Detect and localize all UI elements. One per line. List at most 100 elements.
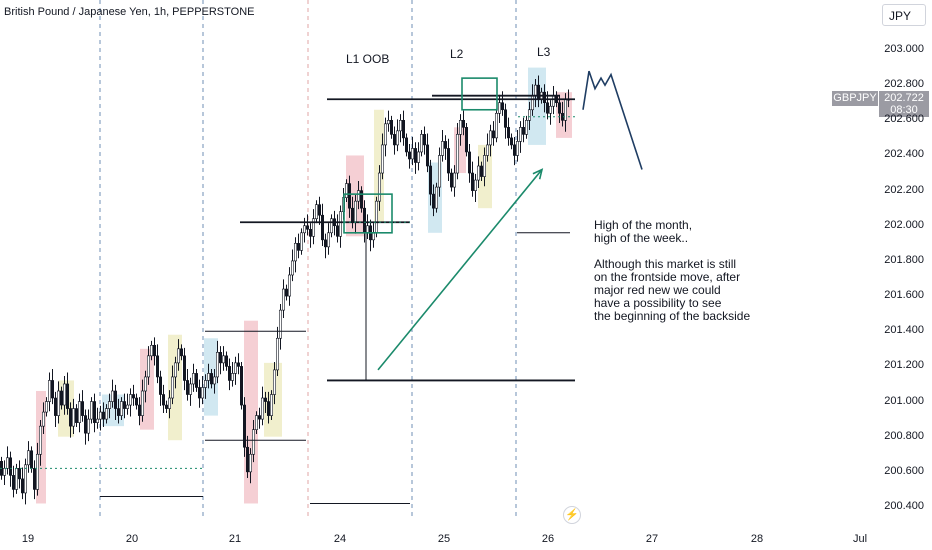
candle-up: [455, 134, 459, 174]
date-tick-label: 24: [333, 533, 347, 545]
candle-down: [413, 148, 417, 163]
candle-up: [278, 309, 282, 339]
last-price: 202.722: [884, 92, 924, 104]
candle-down: [461, 120, 465, 128]
candle-down: [180, 348, 184, 357]
candle-up: [386, 120, 390, 125]
candle-up: [281, 288, 285, 311]
candle-up: [395, 130, 399, 146]
candle-up: [111, 390, 115, 402]
price-tick-label: 202.000: [884, 218, 924, 231]
candle-up: [338, 211, 342, 237]
candle-up: [47, 380, 51, 402]
candle-up: [201, 387, 205, 399]
flash-icon[interactable]: ⚡: [563, 506, 581, 524]
price-tick-label: 200.400: [884, 500, 924, 512]
candle-up: [213, 376, 217, 385]
candle-down: [53, 397, 57, 416]
currency-button[interactable]: JPY: [882, 4, 926, 26]
candle-down: [503, 109, 507, 128]
candle-up: [171, 376, 175, 399]
candle-up: [231, 373, 235, 381]
candle-down: [117, 408, 121, 416]
candle-down: [75, 408, 79, 423]
candle-down: [308, 228, 312, 237]
candle-down: [20, 478, 24, 494]
candle-down: [428, 165, 432, 195]
candle-up: [398, 120, 402, 132]
candle-up: [518, 127, 522, 142]
candle-up: [374, 200, 378, 234]
candle-up: [35, 453, 39, 490]
candle-up: [293, 243, 297, 262]
price-tick-label: 202.400: [884, 148, 924, 161]
candle-up: [62, 383, 66, 406]
zone-box: [461, 77, 498, 111]
candle-down: [12, 475, 16, 490]
candle-down: [407, 151, 411, 160]
candle-up: [515, 141, 519, 156]
candle-down: [521, 127, 525, 135]
candle-down: [323, 239, 327, 248]
candle-down: [512, 144, 516, 156]
candle-up: [497, 102, 501, 114]
candle-down: [467, 151, 471, 174]
candle-down: [509, 137, 513, 146]
candle-up: [90, 401, 94, 420]
candle-up: [329, 218, 333, 234]
candle-up: [129, 394, 133, 406]
candle-up: [476, 165, 480, 181]
candle-up: [326, 232, 330, 248]
candle-down: [257, 415, 261, 420]
candle-down: [404, 137, 408, 153]
candle-up: [126, 404, 130, 409]
candle-up: [380, 144, 384, 174]
trend-arrow-head: [532, 168, 544, 180]
candle-up: [192, 373, 196, 385]
annotation-l3: L3: [537, 45, 551, 59]
candle-up: [41, 411, 45, 427]
candle-up: [311, 218, 315, 237]
candle-up: [38, 425, 42, 455]
candle-up: [255, 415, 259, 430]
trend-arrow: [377, 169, 543, 371]
candle-up: [269, 394, 273, 416]
price-tick-label: 201.600: [884, 289, 924, 302]
candle-up: [177, 348, 181, 364]
date-tick-label: 25: [437, 533, 451, 545]
date-tick-label: 26: [541, 533, 555, 545]
candle-down: [431, 193, 435, 209]
price-tick-label: 202.200: [884, 183, 924, 196]
candle-up: [23, 464, 27, 494]
candle-up: [419, 134, 423, 153]
candle-down: [102, 411, 106, 420]
candle-up: [530, 95, 534, 111]
bar-countdown: 08:30: [890, 104, 918, 116]
candle-up: [99, 411, 103, 420]
candle-down: [506, 127, 510, 139]
candle-up: [275, 337, 279, 371]
candle-down: [320, 214, 324, 241]
analysis-note: High of the month, high of the week.. Al…: [594, 218, 751, 323]
candle-up: [365, 225, 369, 234]
candle-up: [72, 408, 76, 427]
candle-down: [246, 446, 250, 473]
candle-down: [210, 373, 214, 385]
price-tick-label: 200.600: [884, 464, 924, 477]
candle-up: [524, 120, 528, 135]
candle-down: [198, 387, 202, 399]
date-tick-label: 28: [750, 533, 764, 545]
candle-down: [183, 355, 187, 381]
candle-up: [458, 120, 462, 135]
candle-down: [401, 120, 405, 139]
candle-down: [195, 373, 199, 388]
candle-down: [50, 380, 54, 399]
candle-up: [314, 204, 318, 220]
candle-up: [141, 390, 145, 416]
candle-down: [392, 134, 396, 146]
candle-up: [105, 408, 109, 420]
session-block: [528, 67, 546, 145]
candle-down: [500, 102, 504, 111]
forecast-path: [582, 70, 643, 170]
